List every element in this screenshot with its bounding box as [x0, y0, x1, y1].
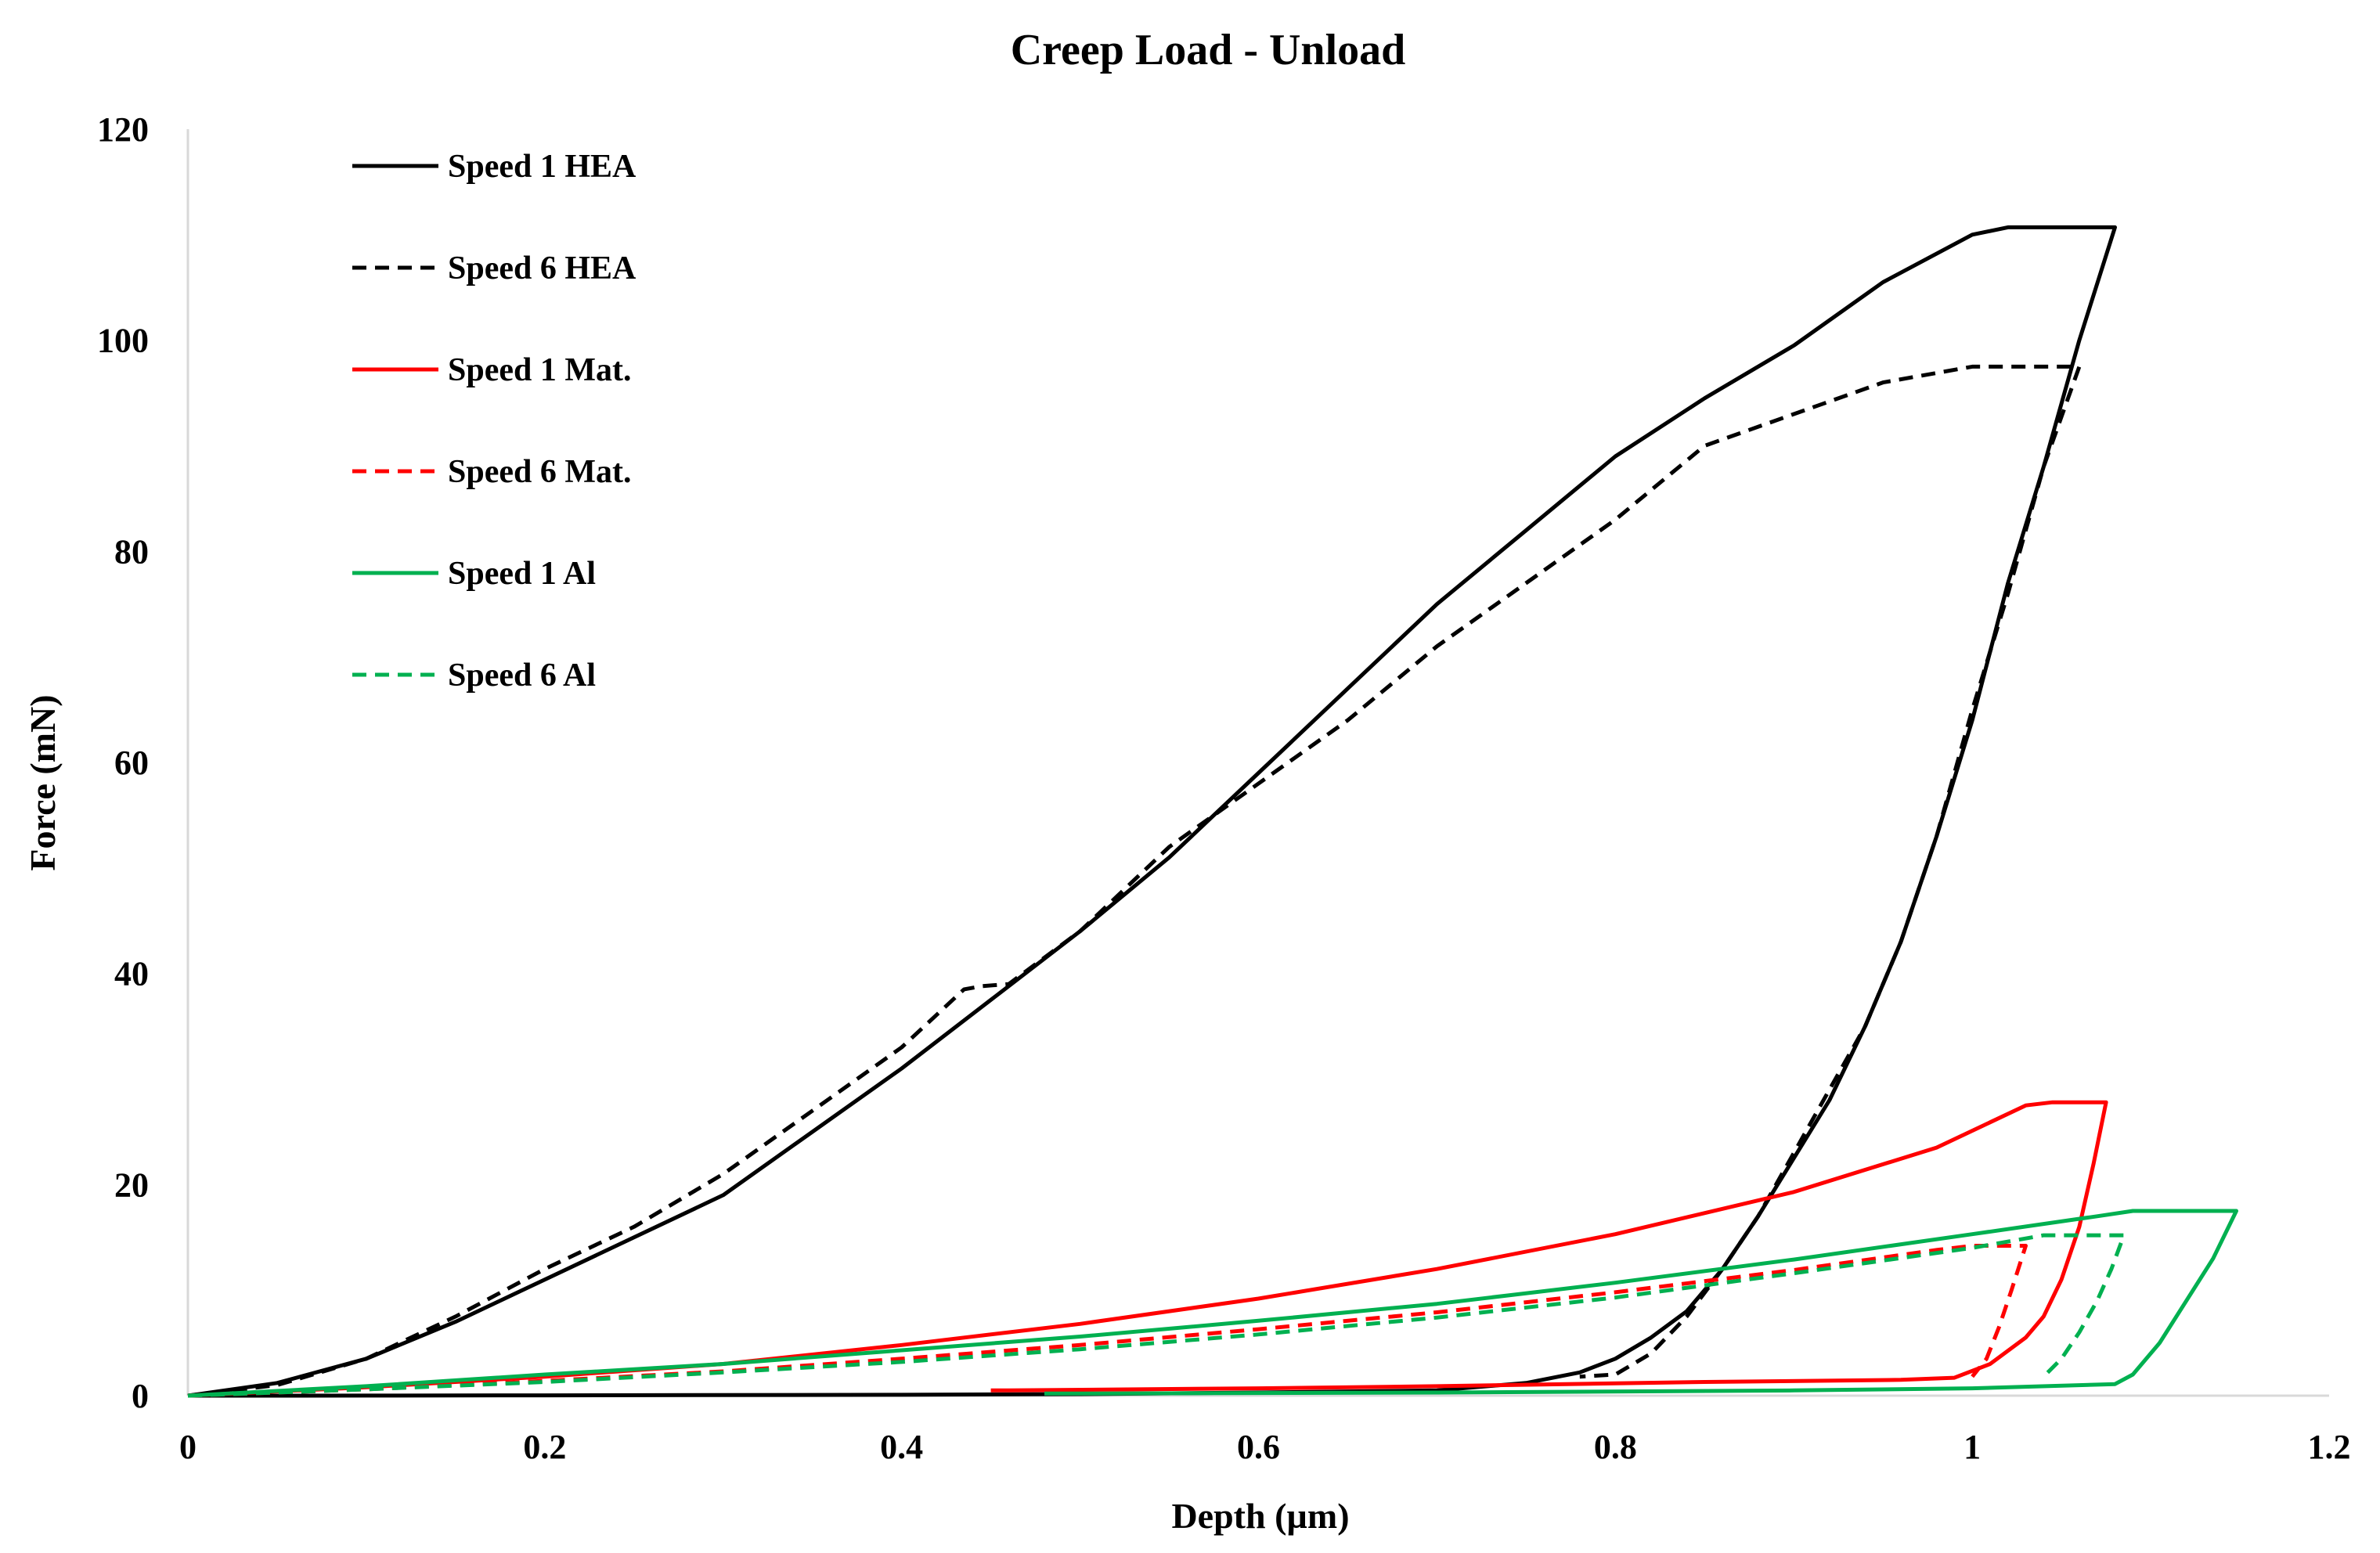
x-tick-label: 0.8 [1594, 1428, 1637, 1466]
series-line-speed-1-mat [187, 1100, 2108, 1398]
x-tick-label: 1.2 [2308, 1428, 2351, 1466]
y-tick-label: 40 [114, 955, 149, 993]
y-axis-title: Force (mN) [23, 694, 63, 870]
legend-label: Speed 1 Al [448, 556, 596, 592]
legend-label: Speed 6 Al [448, 658, 596, 694]
series-line-speed-6-al [187, 1233, 2126, 1398]
legend-label: Speed 1 Mat. [448, 352, 632, 388]
axes [186, 129, 2329, 1397]
series-line-speed-6-mat [187, 1244, 2028, 1398]
legend-label: Speed 6 Mat. [448, 454, 632, 490]
x-tick-label: 1 [1964, 1428, 1981, 1466]
y-tick-label: 60 [114, 744, 149, 782]
x-tick-label: 0.2 [523, 1428, 566, 1466]
series-group [187, 225, 2238, 1398]
series-line-speed-1-al [187, 1209, 2238, 1398]
y-tick-label: 80 [114, 532, 149, 571]
tick-labels: 0 0.2 0.4 0.6 0.8 1 1.2 0 20 40 60 80 100 120 [97, 110, 2351, 1466]
legend: Speed 1 HEA Speed 6 HEA Speed 1 Mat. Speed … [352, 149, 636, 694]
x-tick-label: 0 [179, 1428, 197, 1466]
series-line-speed-6-hea [187, 364, 2082, 1398]
legend-label: Speed 1 HEA [448, 149, 636, 185]
y-tick-label: 0 [132, 1377, 149, 1415]
x-tick-label: 0.6 [1237, 1428, 1280, 1466]
series-line-speed-1-hea [187, 225, 2117, 1398]
y-tick-label: 120 [97, 110, 149, 149]
x-tick-label: 0.4 [880, 1428, 923, 1466]
legend-label: Speed 6 HEA [448, 250, 636, 286]
y-tick-label: 100 [97, 322, 149, 360]
chart-title: Creep Load - Unload [1011, 26, 1406, 74]
x-axis-title: Depth (µm) [1171, 1496, 1349, 1536]
y-tick-label: 20 [114, 1166, 149, 1204]
